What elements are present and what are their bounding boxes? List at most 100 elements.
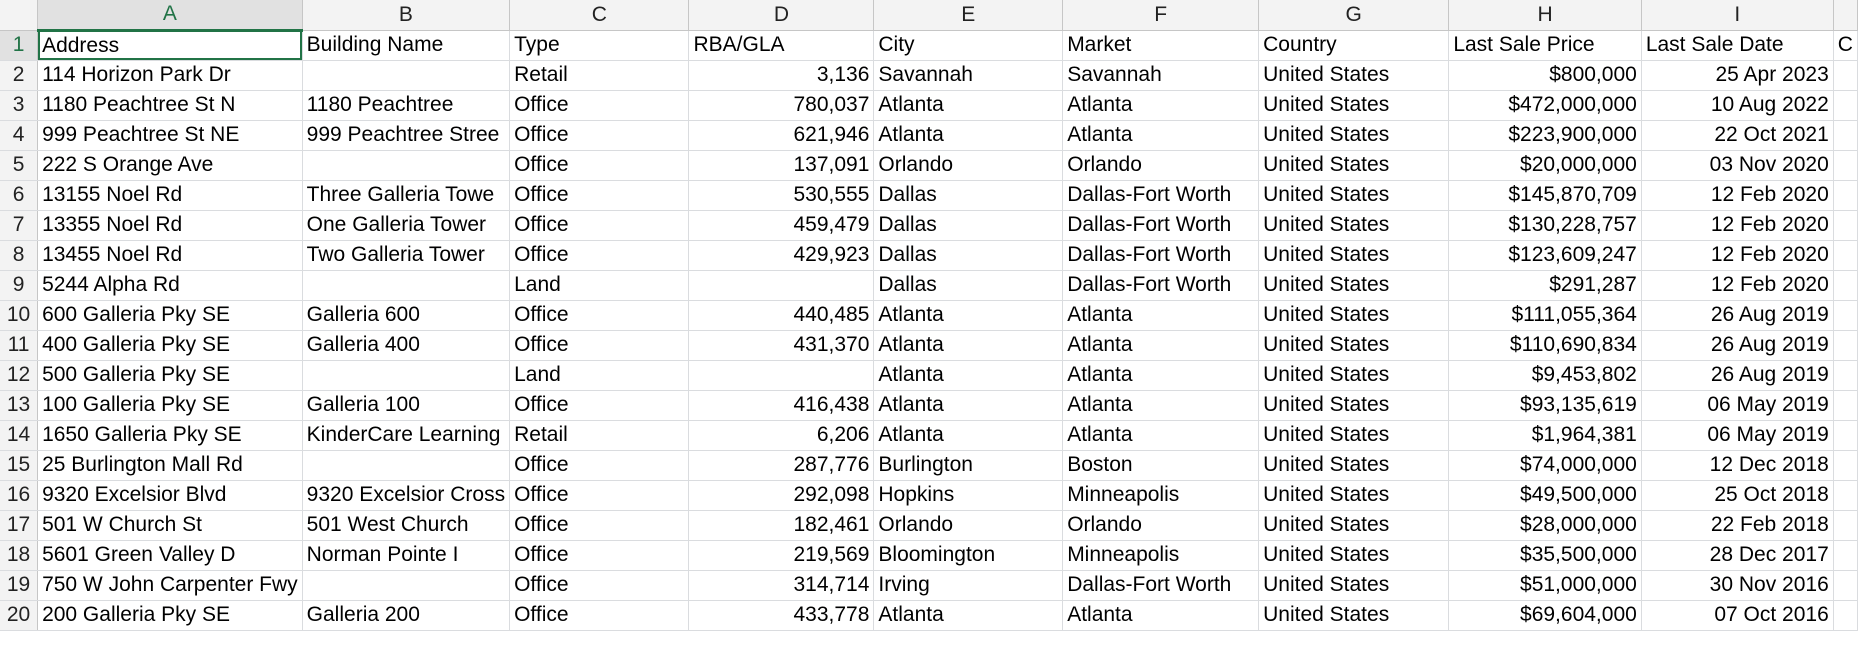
cell-j2[interactable] [1833, 60, 1858, 91]
cell-e15[interactable]: Burlington [873, 450, 1064, 481]
cell-i11[interactable]: 26 Aug 2019 [1641, 330, 1834, 361]
cell-f9[interactable]: Dallas-Fort Worth [1062, 270, 1260, 301]
row-header[interactable]: 9 [0, 270, 39, 301]
cell-h19[interactable]: $51,000,000 [1448, 570, 1642, 601]
cell-h20[interactable]: $69,604,000 [1448, 600, 1642, 631]
cell-c3[interactable]: Office [509, 90, 690, 121]
cell-c16[interactable]: Office [509, 480, 690, 511]
cell-g8[interactable]: United States [1258, 240, 1450, 271]
cell-h15[interactable]: $74,000,000 [1448, 450, 1642, 481]
column-header-f[interactable]: F [1062, 0, 1260, 31]
cell-d1[interactable]: RBA/GLA [688, 30, 875, 61]
cell-c6[interactable]: Office [509, 180, 690, 211]
cell-h10[interactable]: $111,055,364 [1448, 300, 1642, 331]
cell-i20[interactable]: 07 Oct 2016 [1641, 600, 1834, 631]
cell-e12[interactable]: Atlanta [873, 360, 1064, 391]
cell-c9[interactable]: Land [509, 270, 690, 301]
cell-i12[interactable]: 26 Aug 2019 [1641, 360, 1834, 391]
cell-i19[interactable]: 30 Nov 2016 [1641, 570, 1834, 601]
cell-d11[interactable]: 431,370 [688, 330, 875, 361]
cell-f8[interactable]: Dallas-Fort Worth [1062, 240, 1260, 271]
cell-g18[interactable]: United States [1258, 540, 1450, 571]
cell-f2[interactable]: Savannah [1062, 60, 1260, 91]
cell-c5[interactable]: Office [509, 150, 690, 181]
cell-h3[interactable]: $472,000,000 [1448, 90, 1642, 121]
cell-f10[interactable]: Atlanta [1062, 300, 1260, 331]
cell-g1[interactable]: Country [1258, 30, 1450, 61]
cell-g15[interactable]: United States [1258, 450, 1450, 481]
cell-i1[interactable]: Last Sale Date [1641, 30, 1834, 61]
cell-c10[interactable]: Office [509, 300, 690, 331]
cell-d19[interactable]: 314,714 [688, 570, 875, 601]
cell-e10[interactable]: Atlanta [873, 300, 1064, 331]
cell-a7[interactable]: 13355 Noel Rd [37, 210, 303, 241]
cell-b20[interactable]: Galleria 200 [302, 600, 511, 631]
cell-b5[interactable] [302, 150, 511, 181]
cell-g6[interactable]: United States [1258, 180, 1450, 211]
cell-h7[interactable]: $130,228,757 [1448, 210, 1642, 241]
row-header[interactable]: 8 [0, 240, 39, 271]
cell-i8[interactable]: 12 Feb 2020 [1641, 240, 1834, 271]
row-header[interactable]: 4 [0, 120, 39, 151]
cell-a3[interactable]: 1180 Peachtree St N [37, 90, 303, 121]
cell-g20[interactable]: United States [1258, 600, 1450, 631]
cell-c8[interactable]: Office [509, 240, 690, 271]
cell-j10[interactable] [1833, 300, 1858, 331]
cell-b1[interactable]: Building Name [302, 30, 511, 61]
cell-f14[interactable]: Atlanta [1062, 420, 1260, 451]
cell-a12[interactable]: 500 Galleria Pky SE [37, 360, 303, 391]
cell-g9[interactable]: United States [1258, 270, 1450, 301]
cell-h9[interactable]: $291,287 [1448, 270, 1642, 301]
cell-a17[interactable]: 501 W Church St [37, 510, 303, 541]
cell-j3[interactable] [1833, 90, 1858, 121]
column-header-h[interactable]: H [1448, 0, 1642, 31]
cell-h5[interactable]: $20,000,000 [1448, 150, 1642, 181]
cell-g2[interactable]: United States [1258, 60, 1450, 91]
cell-i13[interactable]: 06 May 2019 [1641, 390, 1834, 421]
cell-d5[interactable]: 137,091 [688, 150, 875, 181]
cell-f15[interactable]: Boston [1062, 450, 1260, 481]
cell-j12[interactable] [1833, 360, 1858, 391]
row-header[interactable]: 5 [0, 150, 39, 181]
column-header-g[interactable]: G [1258, 0, 1450, 31]
cell-c14[interactable]: Retail [509, 420, 690, 451]
cell-i17[interactable]: 22 Feb 2018 [1641, 510, 1834, 541]
cell-j13[interactable] [1833, 390, 1858, 421]
cell-b3[interactable]: 1180 Peachtree [302, 90, 511, 121]
cell-d4[interactable]: 621,946 [688, 120, 875, 151]
cell-j16[interactable] [1833, 480, 1858, 511]
cell-j6[interactable] [1833, 180, 1858, 211]
cell-c11[interactable]: Office [509, 330, 690, 361]
cell-e4[interactable]: Atlanta [873, 120, 1064, 151]
column-header-c[interactable]: C [509, 0, 690, 31]
cell-g7[interactable]: United States [1258, 210, 1450, 241]
cell-c18[interactable]: Office [509, 540, 690, 571]
cell-h4[interactable]: $223,900,000 [1448, 120, 1642, 151]
cell-a19[interactable]: 750 W John Carpenter Fwy [37, 570, 303, 601]
cell-g5[interactable]: United States [1258, 150, 1450, 181]
cell-e18[interactable]: Bloomington [873, 540, 1064, 571]
cell-d12[interactable] [688, 360, 875, 391]
cell-b8[interactable]: Two Galleria Tower [302, 240, 511, 271]
cell-d10[interactable]: 440,485 [688, 300, 875, 331]
cell-c12[interactable]: Land [509, 360, 690, 391]
cell-h1[interactable]: Last Sale Price [1448, 30, 1642, 61]
cell-a2[interactable]: 114 Horizon Park Dr [37, 60, 303, 91]
cell-a1[interactable]: Address [37, 30, 303, 61]
cell-i4[interactable]: 22 Oct 2021 [1641, 120, 1834, 151]
column-header-j[interactable] [1833, 0, 1858, 31]
row-header[interactable]: 13 [0, 390, 39, 421]
cell-f20[interactable]: Atlanta [1062, 600, 1260, 631]
cell-e16[interactable]: Hopkins [873, 480, 1064, 511]
cell-b15[interactable] [302, 450, 511, 481]
cell-h18[interactable]: $35,500,000 [1448, 540, 1642, 571]
cell-b2[interactable] [302, 60, 511, 91]
cell-b11[interactable]: Galleria 400 [302, 330, 511, 361]
cell-f7[interactable]: Dallas-Fort Worth [1062, 210, 1260, 241]
cell-b13[interactable]: Galleria 100 [302, 390, 511, 421]
cell-h6[interactable]: $145,870,709 [1448, 180, 1642, 211]
cell-a11[interactable]: 400 Galleria Pky SE [37, 330, 303, 361]
cell-b9[interactable] [302, 270, 511, 301]
cell-e2[interactable]: Savannah [873, 60, 1064, 91]
